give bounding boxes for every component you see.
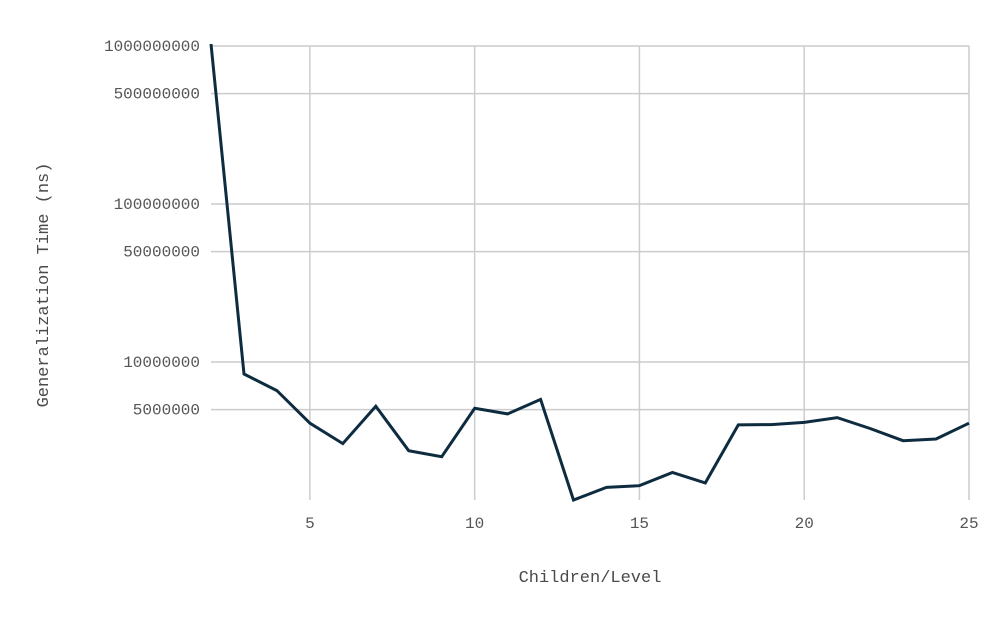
- y-tick-label: 1000000000: [104, 38, 200, 56]
- y-tick-label: 5000000: [133, 402, 200, 420]
- series-lines: [209, 43, 970, 502]
- x-tick-label: 15: [630, 515, 649, 533]
- x-tick-label: 10: [465, 515, 484, 533]
- y-tick-label: 10000000: [123, 354, 200, 372]
- y-tick-label: 50000000: [123, 244, 200, 262]
- series-line: [209, 43, 970, 502]
- x-tick-label: 25: [959, 515, 978, 533]
- y-axis-title: Generalization Time (ns): [35, 163, 54, 408]
- x-axis-title: Children/Level: [519, 569, 662, 588]
- grid-lines: [211, 45, 970, 500]
- tick-labels: 5 10 15 20 25 5000000 10000000 50000000 10000000…: [104, 38, 979, 533]
- y-tick-label: 500000000: [114, 86, 200, 104]
- x-tick-label: 20: [795, 515, 814, 533]
- y-tick-label: 100000000: [114, 196, 200, 214]
- x-tick-label: 5: [305, 515, 315, 533]
